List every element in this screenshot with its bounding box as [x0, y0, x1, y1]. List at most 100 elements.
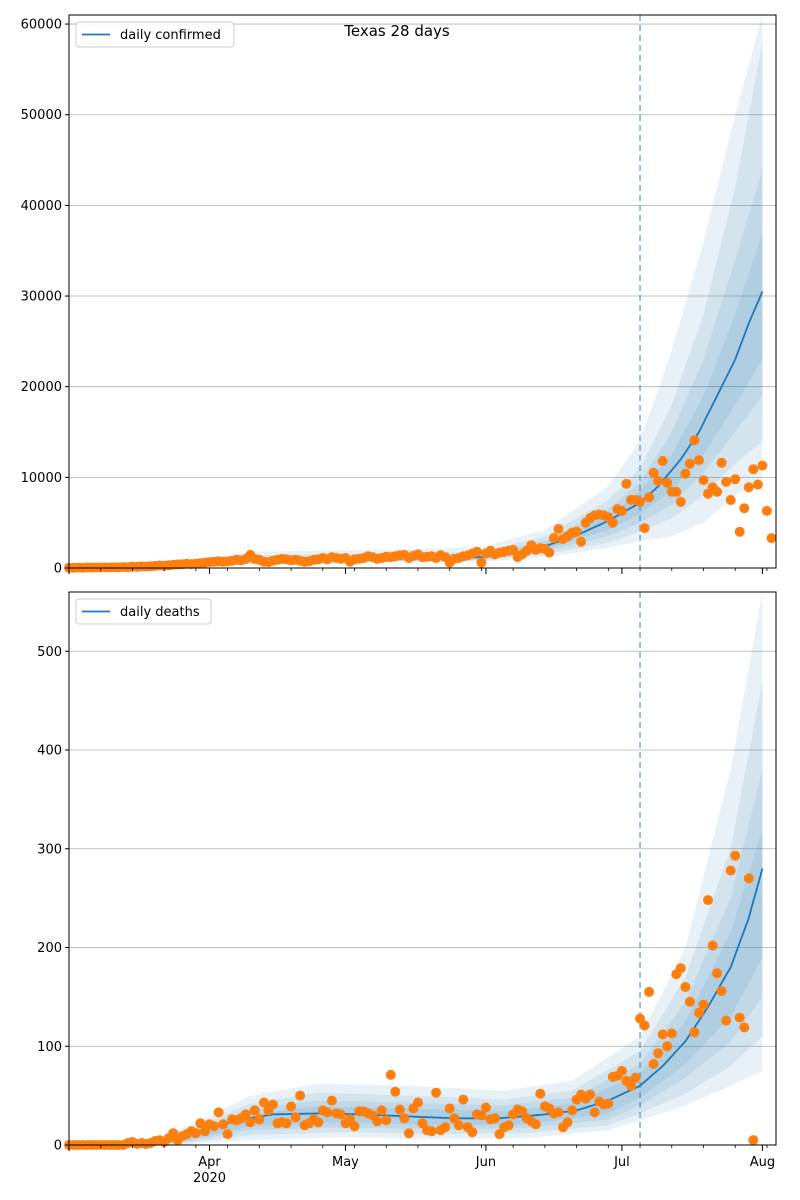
observed-point	[213, 1107, 224, 1118]
observed-point	[381, 1115, 392, 1126]
y-tick-label: 20000	[21, 380, 62, 395]
observed-point	[680, 468, 691, 479]
legend-label: daily confirmed	[120, 28, 221, 43]
observed-point	[730, 474, 741, 485]
observed-point	[399, 1113, 410, 1124]
observed-point	[190, 1128, 201, 1139]
observed-point	[616, 1065, 627, 1076]
observed-point	[684, 996, 695, 1007]
observed-point	[530, 1119, 541, 1130]
observed-point	[222, 1129, 233, 1140]
observed-point	[426, 1126, 437, 1137]
observed-point	[653, 476, 664, 486]
observed-point	[734, 526, 745, 537]
observed-point	[666, 1028, 677, 1039]
observed-point	[616, 505, 627, 516]
observed-point	[761, 505, 772, 516]
observed-point	[730, 850, 741, 861]
observed-point	[603, 1098, 614, 1109]
observed-point	[630, 1072, 641, 1083]
observed-point	[748, 1135, 759, 1146]
observed-point	[716, 986, 727, 996]
observed-point	[766, 533, 777, 544]
observed-point	[662, 477, 673, 488]
observed-point	[431, 1087, 442, 1098]
observed-point	[413, 1097, 423, 1108]
observed-point	[644, 986, 655, 997]
observed-point	[639, 523, 650, 534]
observed-point	[444, 1103, 455, 1114]
y-tick-label: 400	[37, 744, 62, 759]
observed-point	[553, 524, 564, 534]
axes-frame	[68, 591, 777, 1146]
observed-point	[721, 1015, 732, 1026]
y-tick-label: 60000	[21, 18, 62, 33]
observed-point	[675, 496, 686, 507]
confirmed-panel: 0 10000 20000 30000 40000 50000 60000 daily con…	[21, 14, 777, 577]
observed-point	[734, 1012, 745, 1023]
y-tick-label: 200	[37, 941, 62, 956]
y-tick-label: 30000	[21, 290, 62, 305]
observed-point	[390, 1086, 401, 1097]
observed-point	[403, 1128, 414, 1139]
observed-point	[725, 865, 736, 876]
observed-point	[476, 1110, 487, 1121]
x-tick-label: Jun	[475, 1155, 496, 1170]
observed-point	[707, 940, 718, 951]
observed-point	[376, 1105, 387, 1116]
observed-point	[471, 546, 482, 557]
observed-point	[458, 1094, 469, 1105]
observed-point	[290, 1112, 301, 1123]
observed-point	[662, 1041, 673, 1052]
uncertainty-band-1	[69, 592, 763, 1145]
observed-point	[209, 1121, 219, 1132]
observed-point	[349, 1121, 360, 1132]
observed-point	[562, 1117, 573, 1128]
observed-point	[508, 544, 519, 555]
observed-point	[503, 1120, 514, 1131]
observed-points	[64, 435, 777, 573]
observed-point	[752, 479, 763, 490]
observed-point	[567, 1105, 578, 1116]
observed-point	[254, 1114, 265, 1125]
observed-point	[335, 1109, 346, 1120]
observed-point	[689, 435, 700, 446]
x-tick-label: Jul	[613, 1155, 630, 1170]
observed-point	[480, 1102, 491, 1113]
observed-point	[712, 486, 723, 497]
observed-point	[553, 1107, 564, 1118]
figure-title: Texas 28 days	[343, 22, 450, 40]
observed-point	[258, 1097, 269, 1108]
observed-point	[286, 1101, 297, 1112]
observed-point	[245, 1117, 256, 1128]
observed-point	[725, 495, 736, 505]
y-tick-label: 50000	[21, 108, 62, 123]
x-tick-label: Apr	[198, 1155, 221, 1170]
x-year-label: 2020	[193, 1171, 226, 1186]
uncertainty-band-1	[69, 15, 763, 568]
legend-label: daily deaths	[120, 605, 200, 620]
legend-box	[75, 21, 235, 48]
observed-point	[571, 526, 582, 537]
observed-point	[585, 1089, 596, 1100]
observed-point	[281, 1118, 292, 1129]
observed-point	[589, 1107, 600, 1118]
observed-point	[703, 895, 713, 906]
observed-point	[267, 1099, 278, 1110]
observed-point	[757, 460, 768, 471]
observed-point	[195, 1118, 206, 1129]
observed-point	[295, 1090, 306, 1101]
observed-point	[372, 1116, 383, 1127]
observed-point	[440, 1122, 451, 1133]
observed-point	[743, 482, 754, 493]
observed-point	[576, 536, 587, 547]
observed-points	[64, 850, 759, 1150]
observed-point	[626, 1080, 636, 1091]
observed-point	[644, 492, 655, 503]
observed-point	[621, 478, 632, 489]
y-tick-label: 100	[37, 1040, 62, 1055]
observed-point	[467, 1127, 478, 1138]
x-tick-label: May	[332, 1155, 359, 1170]
observed-point	[639, 1020, 650, 1031]
